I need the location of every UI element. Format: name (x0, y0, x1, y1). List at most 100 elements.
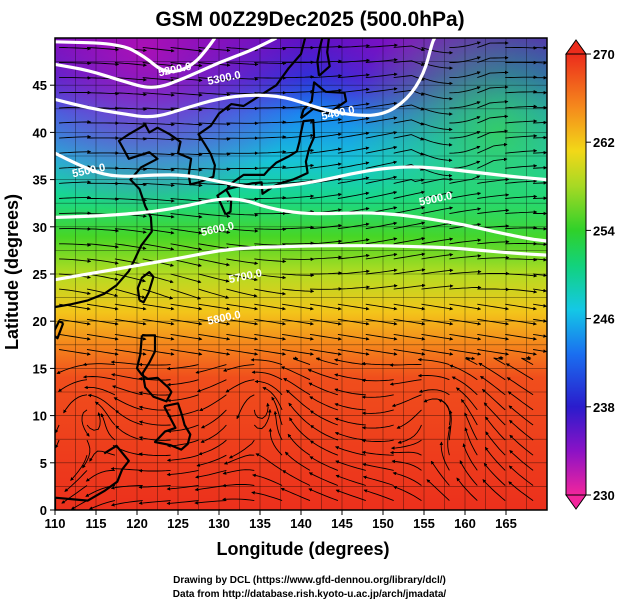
streamline (309, 396, 339, 411)
streamline (365, 190, 398, 199)
streamline (63, 394, 88, 414)
streamline (309, 349, 342, 356)
streamline (480, 375, 506, 396)
streamline (505, 318, 537, 326)
streamline (477, 333, 509, 341)
streamline (417, 357, 450, 366)
streamline (86, 46, 119, 52)
streamline (506, 377, 534, 396)
streamline (282, 288, 315, 294)
streamline (282, 333, 314, 341)
streamline (288, 402, 311, 426)
streamline (309, 117, 342, 124)
streamline (337, 349, 370, 356)
streamline (114, 77, 147, 82)
streamline (286, 389, 311, 411)
streamline (309, 74, 343, 79)
streamline (335, 446, 366, 456)
x-tick-label: 160 (454, 516, 476, 531)
streamline (421, 349, 454, 356)
streamline (83, 375, 115, 381)
streamline (222, 469, 255, 475)
streamline (100, 413, 116, 441)
streamline (222, 483, 255, 488)
streamline (223, 364, 255, 372)
streamline (70, 455, 88, 481)
streamline (421, 191, 453, 199)
streamline (194, 500, 227, 505)
streamline (448, 410, 453, 441)
streamline (271, 396, 283, 426)
streamline (226, 349, 259, 356)
streamline (477, 318, 509, 326)
streamline (226, 62, 259, 67)
streamline (309, 132, 342, 139)
streamline (86, 62, 120, 67)
streamline (396, 409, 422, 429)
streamline (483, 402, 506, 426)
streamline (59, 46, 92, 51)
streamline (59, 134, 92, 139)
coastline (55, 38, 307, 309)
streamline (485, 416, 506, 441)
streamline (421, 177, 454, 184)
streamline (505, 149, 538, 154)
streamline (292, 356, 311, 366)
streamline (315, 357, 338, 366)
streamline (226, 106, 259, 111)
streamline (365, 101, 398, 109)
streamline (166, 469, 199, 477)
streamline (254, 150, 287, 154)
streamline (421, 107, 453, 116)
streamline (464, 427, 478, 456)
streamline (393, 268, 426, 275)
streamline (198, 182, 231, 187)
streamline (251, 491, 283, 502)
streamline (393, 149, 425, 156)
streamline (505, 194, 538, 199)
streamline (421, 137, 453, 147)
streamline (365, 43, 398, 48)
streamline (309, 255, 343, 260)
streamline (449, 130, 481, 139)
streamline (142, 167, 175, 172)
streamline (449, 145, 481, 154)
streamline (111, 500, 143, 507)
streamline (86, 412, 102, 431)
streamline (509, 419, 534, 441)
streamline (421, 167, 453, 178)
streamline (482, 479, 506, 501)
streamline (114, 122, 147, 126)
streamline (481, 389, 506, 411)
streamline (88, 500, 115, 510)
streamline (483, 462, 506, 486)
streamline (533, 150, 547, 155)
streamline (59, 349, 91, 356)
streamline (59, 227, 92, 231)
streamline (310, 425, 339, 441)
streamline (484, 446, 506, 471)
credit-line-1: Drawing by DCL (https://www.gfd-dennou.o… (173, 575, 446, 586)
streamline (393, 134, 425, 141)
streamline (505, 226, 538, 230)
streamline (449, 116, 481, 124)
streamline (307, 368, 339, 381)
streamline (138, 436, 171, 441)
streamline (456, 477, 478, 501)
contour-5600 (55, 197, 547, 243)
streamline (393, 252, 426, 260)
y-axis-ticks: 0 5 10 15 20 25 30 35 40 45 (33, 78, 55, 518)
colorbar-top-cap (565, 39, 587, 55)
streamline (365, 145, 398, 154)
streamline (166, 454, 199, 462)
streamline (337, 58, 370, 63)
streamline (391, 459, 422, 471)
streamline (138, 452, 171, 457)
streamline (114, 288, 146, 299)
streamline (142, 182, 175, 188)
streamline (449, 101, 481, 109)
streamline (389, 363, 422, 367)
streamline (337, 269, 370, 275)
height-contours (55, 38, 547, 282)
streamline (334, 358, 366, 366)
